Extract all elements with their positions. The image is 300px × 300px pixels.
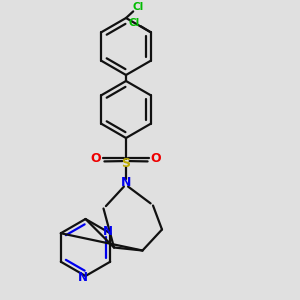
Text: O: O [151,152,161,165]
Text: Cl: Cl [133,2,144,12]
Text: N: N [121,176,131,190]
Text: N: N [78,271,88,284]
Text: S: S [122,157,130,170]
Text: N: N [103,225,113,238]
Text: O: O [91,152,101,165]
Text: Cl: Cl [129,18,140,28]
